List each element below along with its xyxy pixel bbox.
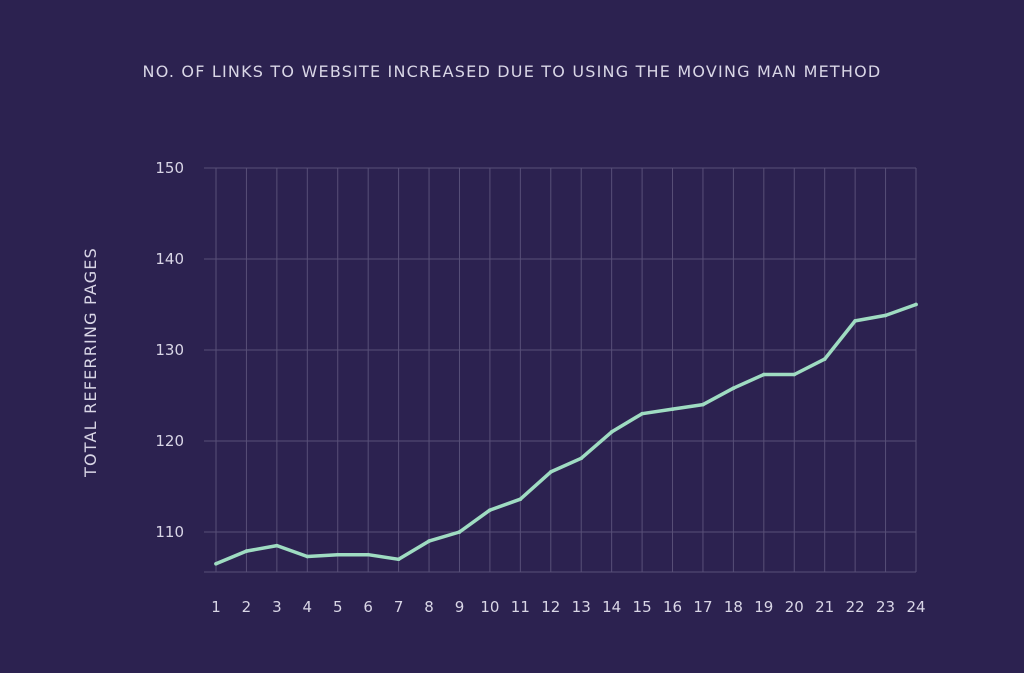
data-point xyxy=(488,508,492,512)
data-point xyxy=(731,386,736,390)
data-point xyxy=(305,554,310,559)
data-point xyxy=(792,372,797,377)
x-tick-label: 9 xyxy=(455,598,465,616)
data-point xyxy=(579,456,584,461)
data-point xyxy=(822,357,827,361)
x-tick-label: 19 xyxy=(754,598,773,616)
y-axis-title: TOTAL REFERRING PAGES xyxy=(81,247,100,478)
data-point xyxy=(640,411,644,416)
y-tick-label: 110 xyxy=(155,523,184,541)
x-tick-label: 11 xyxy=(511,598,530,616)
x-tick-label: 15 xyxy=(633,598,652,616)
data-point xyxy=(366,552,370,557)
data-point xyxy=(762,372,766,377)
data-point xyxy=(609,430,614,434)
data-point xyxy=(457,530,462,534)
x-tick-label: 17 xyxy=(693,598,712,616)
x-tick-label: 7 xyxy=(394,598,404,616)
x-tick-label: 13 xyxy=(572,598,591,616)
x-tick-label: 5 xyxy=(333,598,343,616)
x-tick-label: 21 xyxy=(815,598,834,616)
x-tick-label: 14 xyxy=(602,598,621,616)
x-tick-label: 24 xyxy=(906,598,925,616)
data-point xyxy=(335,552,340,557)
grid-layer xyxy=(204,167,917,573)
x-tick-label: 10 xyxy=(480,598,499,616)
y-tick-label: 140 xyxy=(155,250,184,268)
x-tick-label: 1 xyxy=(211,598,221,616)
x-tick-label: 6 xyxy=(363,598,373,616)
x-tick-label: 20 xyxy=(785,598,804,616)
y-tick-label: 150 xyxy=(155,159,184,177)
data-point xyxy=(853,319,857,323)
x-tick-label: 8 xyxy=(424,598,434,616)
x-tick-label: 3 xyxy=(272,598,282,616)
data-point xyxy=(914,302,918,307)
x-tick-labels: 1 2 3 4 5 6 7 8 9 10 11 12 13 14 15 16 17 18 19 20 21 22 23 24 xyxy=(211,598,925,616)
x-tick-label: 22 xyxy=(846,598,865,616)
series-layer xyxy=(214,302,918,566)
x-tick-label: 4 xyxy=(303,598,313,616)
data-point xyxy=(548,470,553,474)
y-tick-label: 130 xyxy=(155,341,184,359)
data-point xyxy=(275,543,279,548)
x-tick-label: 23 xyxy=(876,598,895,616)
data-point xyxy=(427,539,431,543)
data-point xyxy=(214,562,218,566)
x-tick-label: 16 xyxy=(663,598,682,616)
y-tick-label: 120 xyxy=(155,432,184,450)
y-tick-labels: 110 120 130 140 150 xyxy=(155,159,184,541)
x-tick-label: 2 xyxy=(242,598,252,616)
x-tick-label: 18 xyxy=(724,598,743,616)
data-point xyxy=(518,497,523,502)
chart-title: NO. OF LINKS TO WEBSITE INCREASED DUE TO… xyxy=(142,62,882,81)
data-point xyxy=(244,549,249,553)
series-line xyxy=(214,302,918,566)
data-point xyxy=(701,402,705,407)
data-point xyxy=(396,557,401,562)
data-point xyxy=(670,407,675,411)
x-tick-label: 12 xyxy=(541,598,560,616)
data-point xyxy=(883,313,888,318)
